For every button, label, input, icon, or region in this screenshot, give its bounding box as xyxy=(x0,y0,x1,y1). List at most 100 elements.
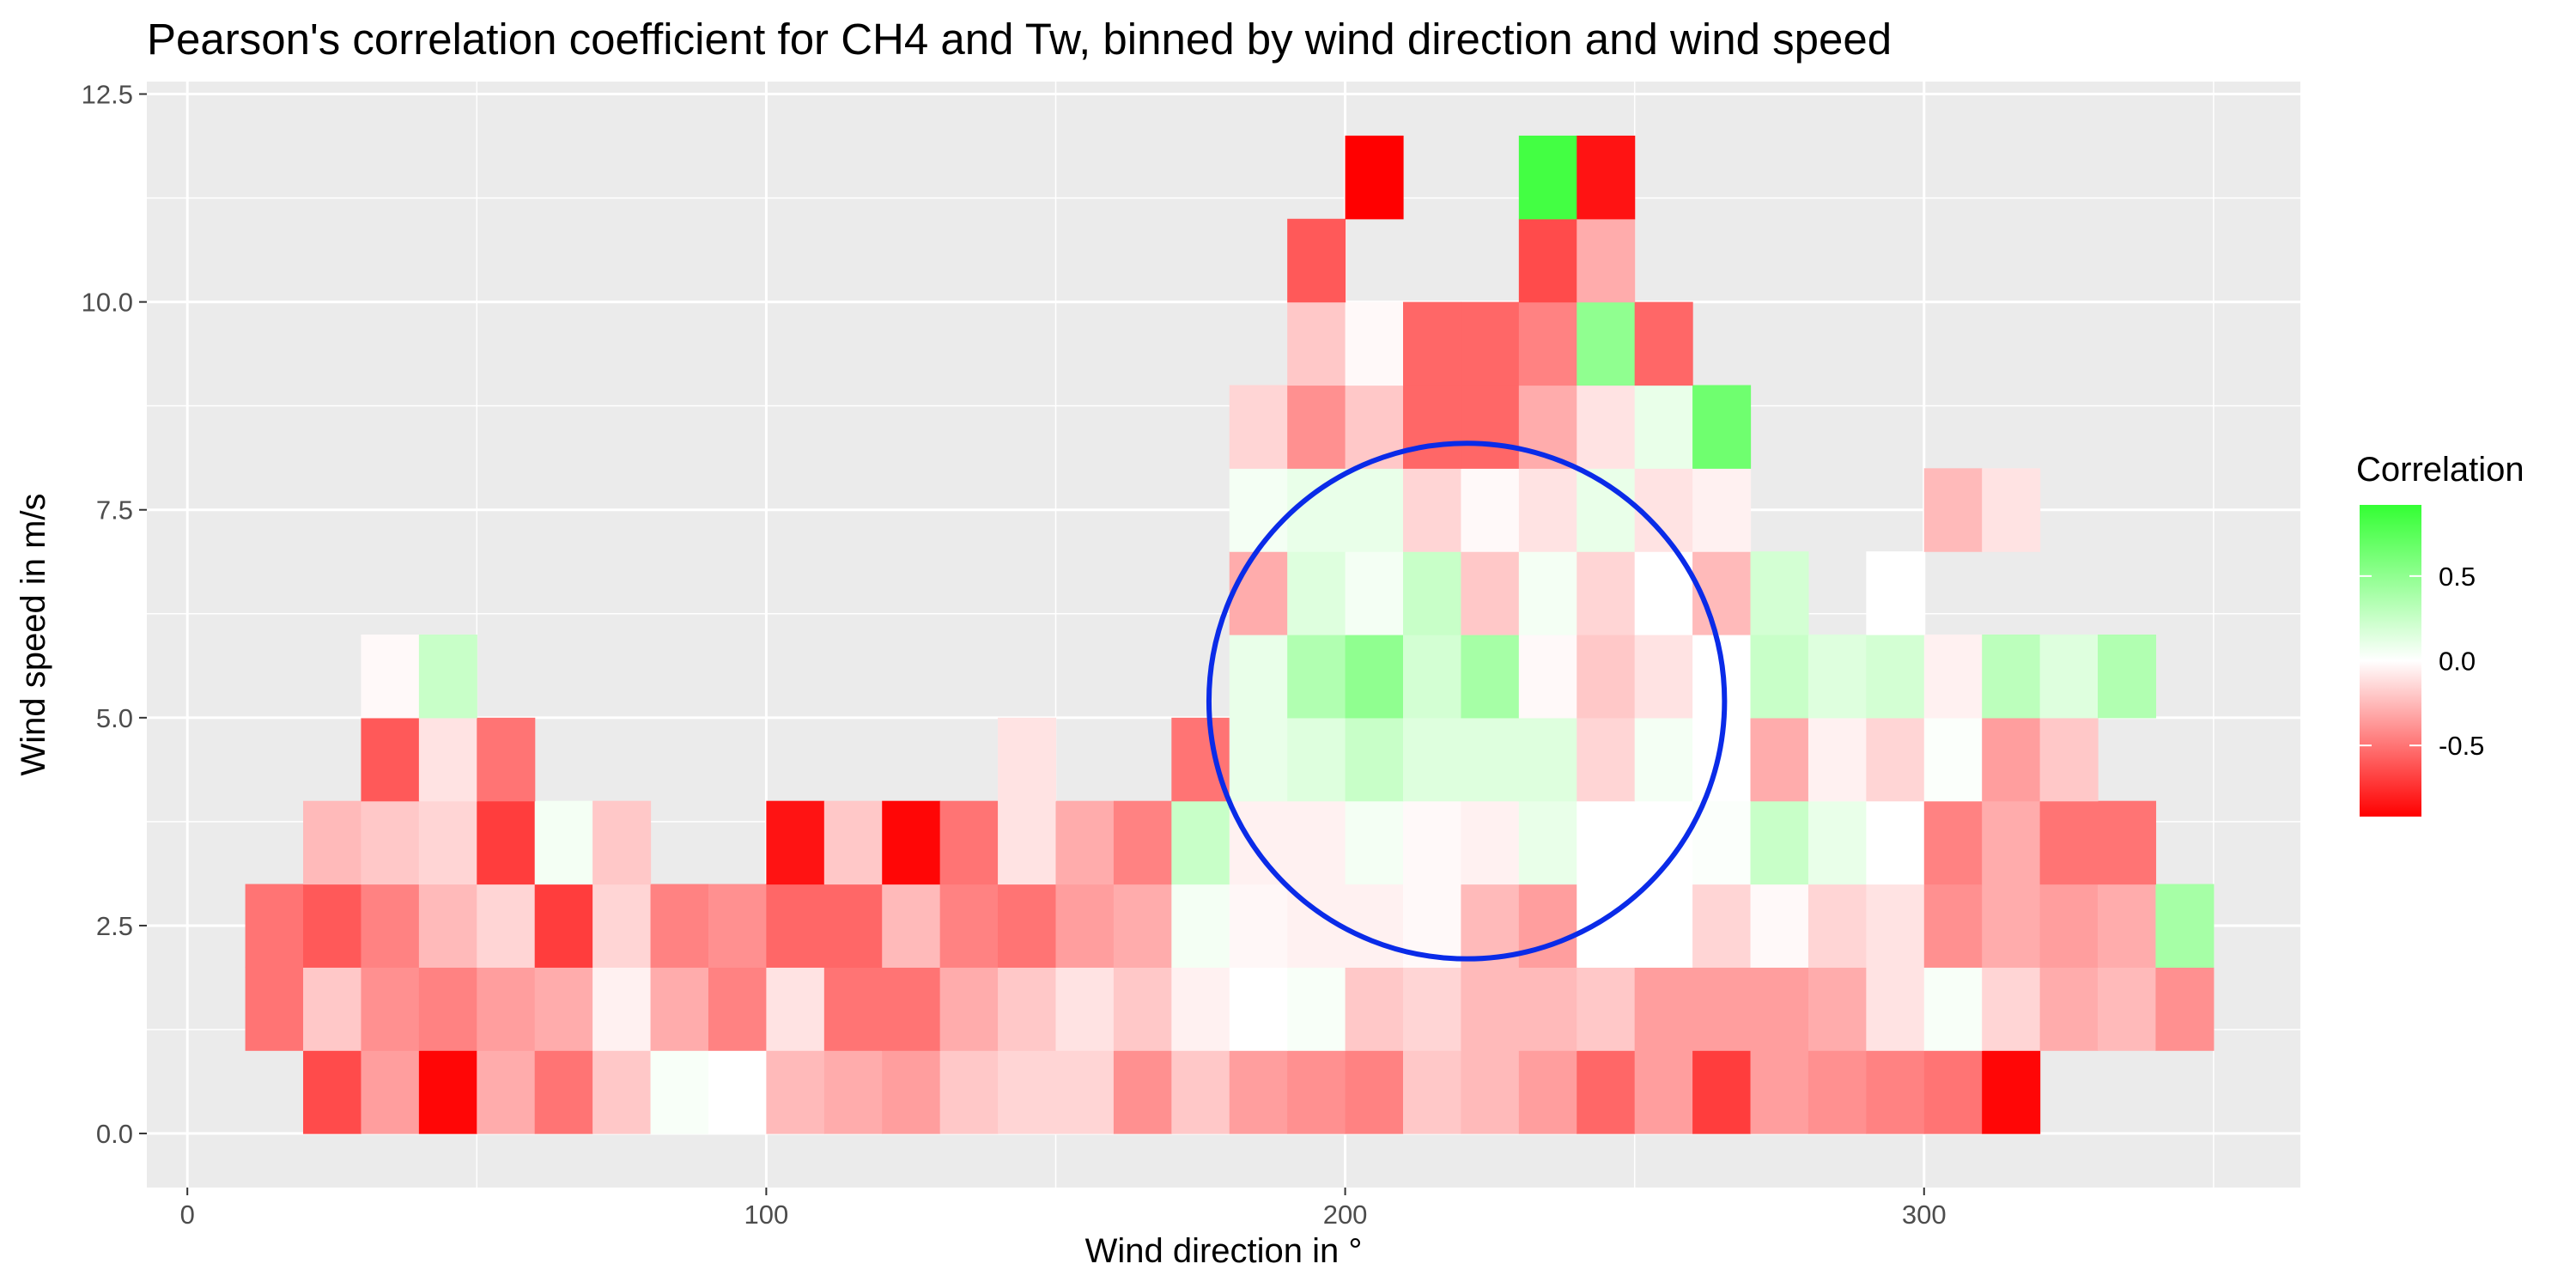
heatmap-cell xyxy=(766,800,825,885)
legend-tick-label: 0.5 xyxy=(2439,562,2476,592)
heatmap-cell xyxy=(1461,800,1520,885)
heatmap-cell xyxy=(1229,717,1288,802)
heatmap-cell xyxy=(1461,1050,1520,1134)
heatmap-cell xyxy=(1518,967,1577,1051)
x-tick-label: 0 xyxy=(180,1200,195,1230)
heatmap-cell xyxy=(2039,884,2099,968)
heatmap-cell xyxy=(418,717,477,802)
heatmap-cell xyxy=(823,884,883,968)
heatmap-cell xyxy=(2039,967,2099,1051)
heatmap-cell xyxy=(1982,717,2041,802)
heatmap-cell xyxy=(1692,884,1752,968)
y-tick-label: 7.5 xyxy=(96,495,133,526)
heatmap-cell xyxy=(1518,468,1577,552)
heatmap-cell xyxy=(1577,1050,1636,1134)
heatmap-cell xyxy=(1807,800,1867,885)
heatmap-cell xyxy=(939,1050,999,1134)
heatmap-cell xyxy=(1866,1050,1925,1134)
heatmap-cell xyxy=(303,800,362,885)
heatmap-cell xyxy=(823,1050,883,1134)
heatmap-cell xyxy=(1518,717,1577,802)
heatmap-cell xyxy=(534,884,593,968)
heatmap-cell xyxy=(1518,635,1577,719)
heatmap-cell xyxy=(1866,967,1925,1051)
heatmap-cell xyxy=(1518,218,1577,303)
heatmap-cell xyxy=(1171,884,1230,968)
heatmap-cell xyxy=(1923,635,1983,719)
heatmap-cell xyxy=(1403,301,1462,386)
heatmap-cell xyxy=(708,1050,767,1134)
y-axis-title: Wind speed in m/s xyxy=(15,493,52,775)
heatmap-cell xyxy=(708,884,767,968)
heatmap-cell xyxy=(1287,967,1346,1051)
y-tick-label: 10.0 xyxy=(82,288,133,318)
heatmap-cell xyxy=(2039,800,2099,885)
heatmap-cell xyxy=(361,800,420,885)
heatmap-cell xyxy=(1055,884,1115,968)
heatmap-cell xyxy=(1577,135,1636,220)
heatmap-cell xyxy=(1982,468,2041,552)
heatmap-cell xyxy=(2155,967,2215,1051)
heatmap-cell xyxy=(1287,717,1346,802)
heatmap-cell xyxy=(418,884,477,968)
heatmap-cell xyxy=(939,884,999,968)
heatmap-cell xyxy=(1461,635,1520,719)
heatmap-cell xyxy=(418,800,477,885)
heatmap-cell xyxy=(1461,385,1520,469)
heatmap-cell xyxy=(882,967,941,1051)
highlight-circle xyxy=(1206,440,1728,962)
heatmap-cell xyxy=(1171,1050,1230,1134)
heatmap-cell xyxy=(1923,1050,1983,1134)
highlight-annotation xyxy=(1206,440,1728,962)
legend: Correlation 0.5 0.0 -0.5 xyxy=(2356,451,2524,817)
heatmap-cell xyxy=(1229,884,1288,968)
heatmap-cell xyxy=(1518,1050,1577,1134)
heatmap-cell xyxy=(650,1050,709,1134)
y-tick-label: 2.5 xyxy=(96,911,133,941)
heatmap-cell xyxy=(1634,385,1693,469)
heatmap-cell xyxy=(592,1050,652,1134)
heatmap-cell xyxy=(1055,800,1115,885)
heatmap-cell xyxy=(361,635,420,719)
heatmap-cell xyxy=(1866,800,1925,885)
heatmap-cell xyxy=(1345,884,1404,968)
heatmap-cell xyxy=(2039,635,2099,719)
heatmap-cell xyxy=(1171,967,1230,1051)
heatmap-cell xyxy=(1577,551,1636,635)
heatmap-cell xyxy=(477,967,536,1051)
heatmap-cell xyxy=(1577,635,1636,719)
heatmap-cell xyxy=(998,717,1057,802)
heatmap-cell xyxy=(592,800,652,885)
x-axis-title: Wind direction in ° xyxy=(1085,1232,1363,1270)
heatmap-cell xyxy=(882,884,941,968)
heatmap-cell xyxy=(2098,967,2157,1051)
heatmap-cell xyxy=(303,1050,362,1134)
heatmap-cell xyxy=(1113,800,1172,885)
heatmap-cell xyxy=(1577,800,1636,885)
x-tick-label: 300 xyxy=(1902,1200,1947,1230)
heatmap-cell xyxy=(1461,301,1520,386)
heatmap-cell xyxy=(1692,800,1752,885)
heatmap-cell xyxy=(1345,635,1404,719)
heatmap-cell xyxy=(303,967,362,1051)
heatmap-cell xyxy=(998,1050,1057,1134)
heatmap-cell xyxy=(477,1050,536,1134)
heatmap-cell xyxy=(1403,1050,1462,1134)
heatmap-cell xyxy=(939,967,999,1051)
heatmap-cell xyxy=(1518,301,1577,386)
heatmap-cell xyxy=(1518,800,1577,885)
heatmap-cell xyxy=(418,635,477,719)
heatmap-cell xyxy=(1461,468,1520,552)
heatmap-cell xyxy=(1113,967,1172,1051)
heatmap-cell xyxy=(1229,1050,1288,1134)
y-tick-label: 12.5 xyxy=(82,80,133,110)
heatmap-cell xyxy=(1345,967,1404,1051)
heatmap-cell xyxy=(1634,884,1693,968)
heatmap-cell xyxy=(1287,551,1346,635)
heatmap-cell xyxy=(361,967,420,1051)
heatmap-cell xyxy=(650,967,709,1051)
heatmap-cell xyxy=(998,967,1057,1051)
heatmap-cell xyxy=(1634,967,1693,1051)
heatmap-cell xyxy=(2039,717,2099,802)
